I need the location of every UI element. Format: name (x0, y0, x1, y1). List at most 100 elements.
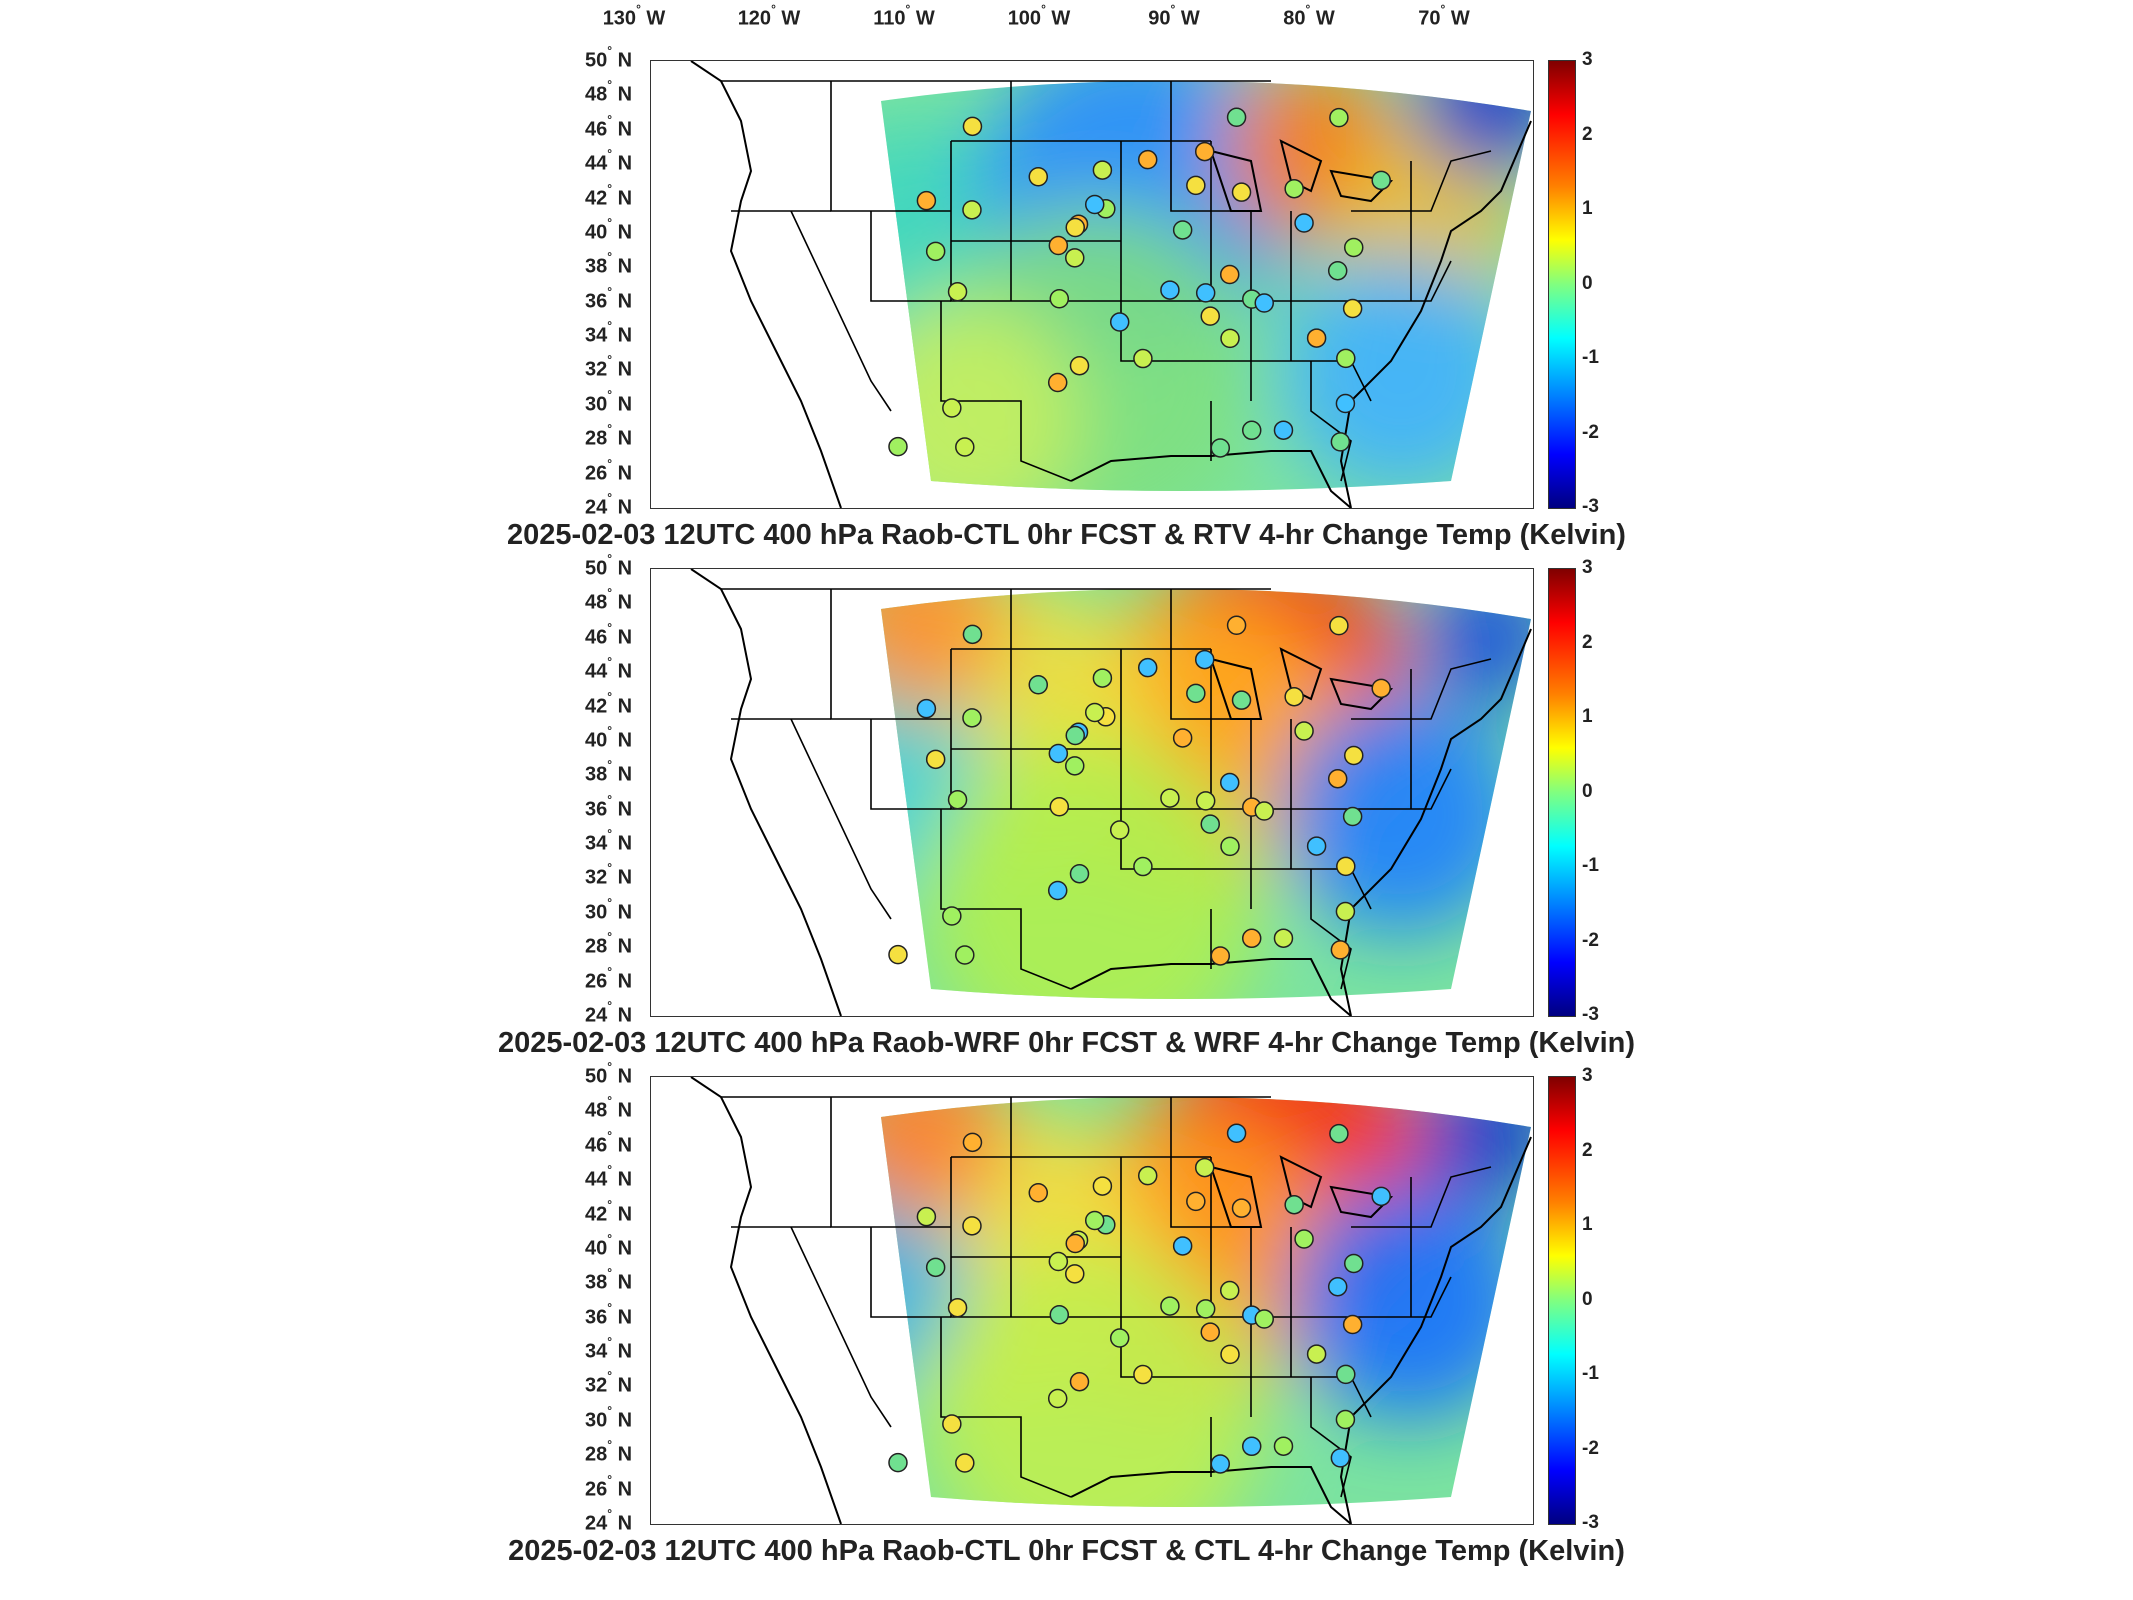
station-marker (955, 1453, 975, 1473)
station-marker (888, 436, 908, 457)
latitude-direction: N (612, 358, 633, 381)
latitude-degree: 50 (585, 49, 608, 72)
latitude-degree: 50 (585, 1065, 608, 1088)
station-marker (1231, 690, 1252, 710)
station-marker (1273, 1436, 1294, 1456)
latitude-direction: N (612, 1134, 633, 1157)
latitude-direction: N (612, 1443, 633, 1466)
latitude-direction: N (612, 1099, 633, 1122)
station-marker (1329, 1123, 1349, 1144)
latitude-label: 46° N (585, 1128, 633, 1157)
station-marker (955, 437, 975, 457)
latitude-direction: N (612, 221, 633, 244)
station-marker (1336, 348, 1356, 369)
station-marker (1329, 615, 1349, 636)
latitude-label: 28° N (585, 422, 632, 451)
map-frame (650, 568, 1534, 1017)
station-marker (1343, 237, 1364, 258)
panel-title: 2025-02-03 12UTC 400 hPa Raob-CTL 0hr FC… (508, 1535, 1625, 1567)
degree-symbol: ° (607, 1231, 613, 1246)
latitude-direction: N (612, 496, 633, 519)
latitude-degree: 38 (585, 1271, 608, 1294)
station-marker (1084, 194, 1105, 215)
station-marker (1327, 768, 1348, 789)
colorbar-tick-label: 1 (1582, 198, 1593, 219)
station-marker (962, 116, 983, 137)
longitude-label: 90° W (1148, 2, 1200, 31)
colorbar-tick-label: 0 (1582, 1288, 1593, 1310)
station-marker (1306, 836, 1327, 856)
longitude-axis: 130° W 120° W 110° W 100° W 90° W 80° W 70° W (0, 0, 2133, 40)
degree-symbol: ° (607, 43, 613, 58)
latitude-label: 26° N (585, 1472, 632, 1501)
latitude-degree: 32 (585, 866, 608, 889)
latitude-label: 24° N (585, 491, 633, 520)
degree-symbol: ° (1440, 2, 1446, 16)
degree-symbol: ° (607, 1472, 613, 1487)
station-marker (1254, 293, 1274, 313)
latitude-degree: 36 (585, 798, 608, 821)
degree-symbol: ° (607, 215, 613, 230)
temperature-change-map (690, 61, 1532, 508)
latitude-label: 48° N (585, 1094, 633, 1123)
colorbar-tick-label: 3 (1582, 1065, 1593, 1086)
degree-symbol: ° (607, 181, 613, 196)
latitude-direction: N (612, 969, 633, 992)
latitude-degree: 24 (585, 1512, 608, 1535)
station-marker (1069, 355, 1090, 376)
latitude-label: 38° N (585, 758, 632, 787)
station-marker (1342, 298, 1363, 319)
latitude-direction: N (612, 461, 633, 484)
degree-symbol: ° (607, 689, 613, 704)
degree-symbol: ° (607, 551, 613, 566)
temperature-field (881, 588, 1531, 999)
degree-symbol: ° (771, 2, 776, 16)
station-marker (1200, 814, 1220, 834)
station-marker (1371, 678, 1391, 699)
station-marker (1133, 1364, 1153, 1385)
station-marker (888, 944, 908, 965)
station-marker (1219, 1280, 1240, 1301)
station-marker (1335, 901, 1356, 922)
latitude-direction: N (612, 290, 633, 313)
station-marker (1084, 1210, 1105, 1231)
state-boundaries (690, 569, 1532, 1016)
station-marker (1065, 756, 1085, 776)
station-marker (1195, 1299, 1216, 1319)
latitude-degree: 48 (585, 591, 608, 614)
latitude-label: 50° N (585, 1060, 632, 1089)
latitude-label: 48° N (585, 78, 632, 107)
latitude-label: 48° N (585, 586, 632, 615)
station-marker (1047, 372, 1068, 393)
colorbar-tick-label: -1 (1582, 347, 1599, 368)
latitude-degree: 34 (585, 832, 608, 855)
station-marker (916, 698, 937, 719)
latitude-direction: N (612, 935, 633, 958)
station-marker (1226, 615, 1247, 635)
degree-symbol: ° (607, 249, 613, 264)
latitude-degree: 34 (585, 1340, 608, 1363)
station-marker (962, 1216, 982, 1236)
longitude-degree: 120 (737, 7, 772, 30)
station-marker (1069, 1371, 1090, 1392)
station-marker (1172, 728, 1193, 748)
colorbar-tick-label: 3 (1582, 557, 1593, 578)
latitude-degree: 38 (585, 255, 608, 278)
station-marker (1273, 420, 1294, 440)
latitude-degree: 40 (585, 729, 608, 752)
station-marker (1133, 856, 1153, 877)
degree-symbol: ° (607, 861, 613, 876)
degree-symbol: ° (607, 1506, 613, 1521)
degree-symbol: ° (607, 421, 613, 436)
latitude-label: 30° N (585, 896, 632, 925)
map-frame (650, 60, 1534, 509)
colorbar-tick-label: 3 (1582, 49, 1593, 70)
latitude-degree: 28 (585, 1443, 608, 1466)
station-marker (1065, 217, 1085, 238)
longitude-label: 100° W (1008, 2, 1071, 31)
station-marker (1137, 1165, 1158, 1186)
longitude-degree: 90 (1148, 7, 1171, 30)
station-marker (1294, 721, 1314, 741)
station-marker (1186, 175, 1206, 196)
latitude-direction: N (612, 1512, 633, 1535)
